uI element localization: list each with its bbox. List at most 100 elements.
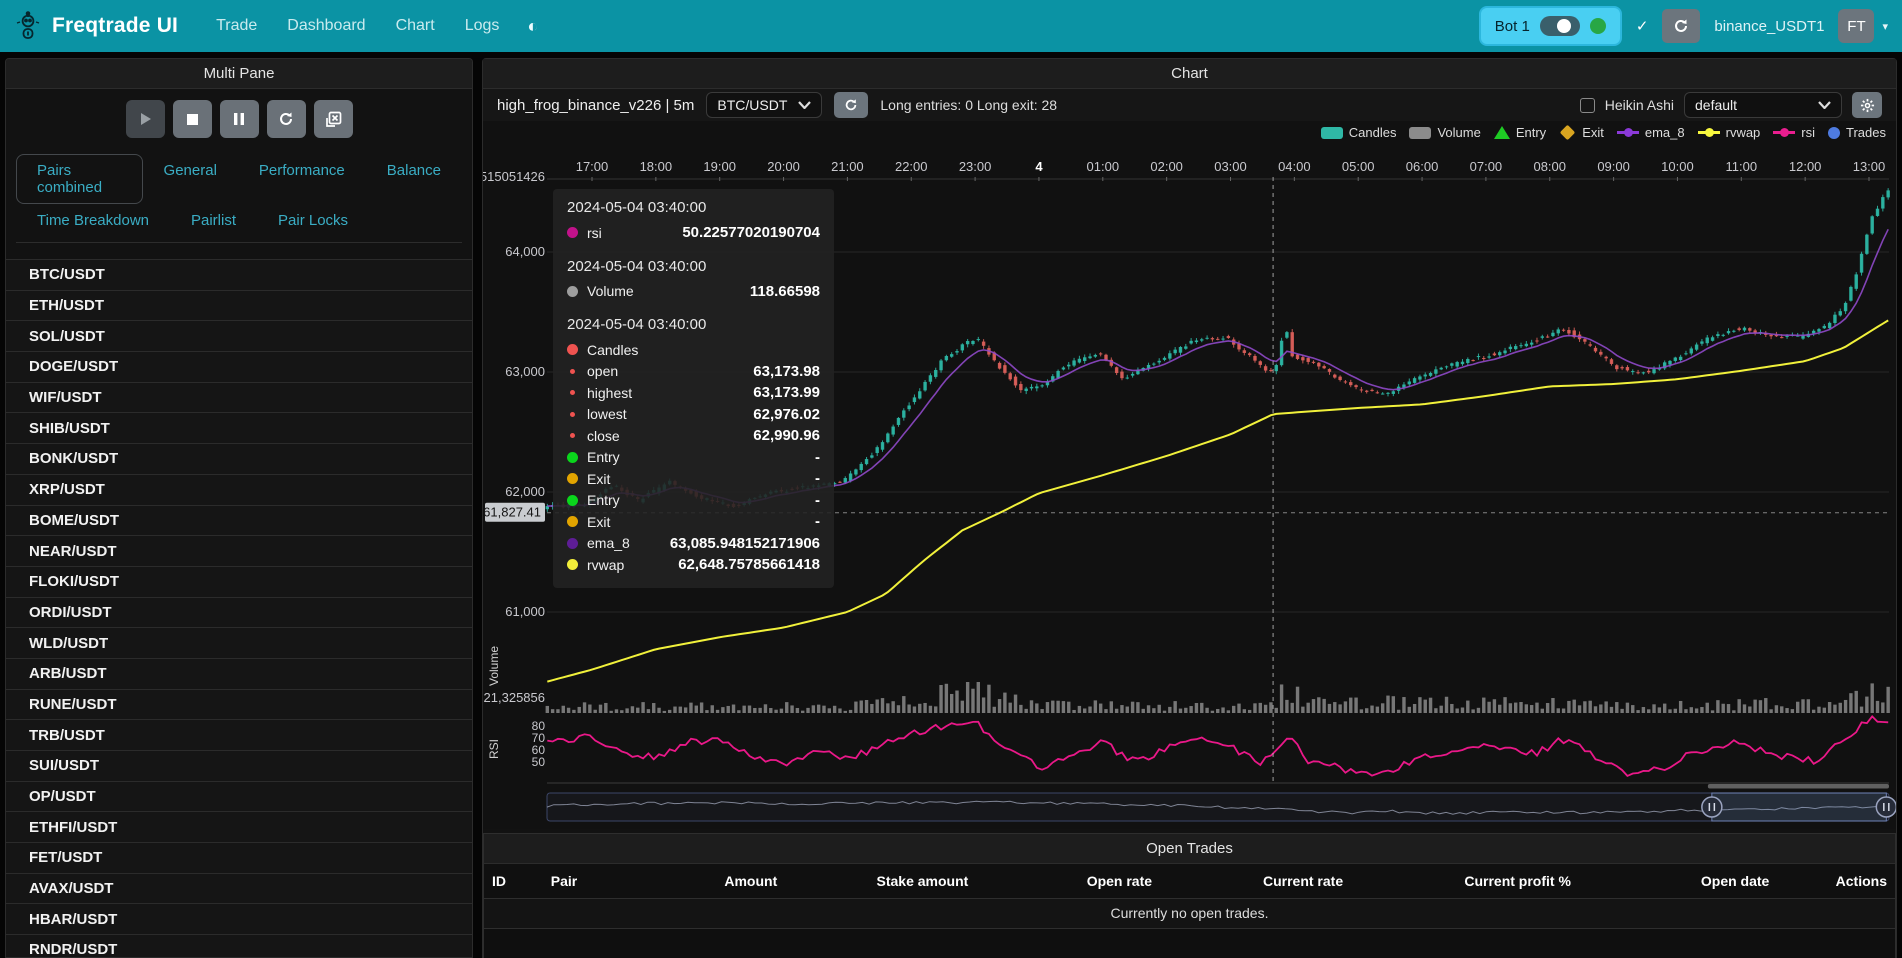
- pair-list-item[interactable]: SUI/USDT: [6, 751, 472, 782]
- legend-item-trades[interactable]: Trades: [1828, 125, 1886, 140]
- tab-pairlist[interactable]: Pairlist: [191, 212, 237, 229]
- crosshair-price-tag: [485, 502, 545, 522]
- legend-item-rsi[interactable]: rsi: [1773, 125, 1815, 140]
- candles-swatch: [1320, 126, 1343, 139]
- legend-item-candles[interactable]: Candles: [1320, 125, 1396, 140]
- refresh-icon: [1675, 19, 1688, 32]
- pair-list-item[interactable]: ARB/USDT: [6, 658, 472, 690]
- theme-toggle-icon[interactable]: ◐: [527, 15, 539, 36]
- plot-settings-button[interactable]: [1852, 92, 1882, 118]
- tab-pairs-combined[interactable]: Pairs combined: [16, 154, 143, 204]
- pair-list-item[interactable]: BONK/USDT: [6, 444, 472, 475]
- pair-list-item[interactable]: XRP/USDT: [6, 474, 472, 506]
- tooltip-series-value: -: [815, 470, 820, 488]
- crosshair: 61,827.41: [483, 177, 1889, 783]
- pair-list-item[interactable]: SOL/USDT: [6, 321, 472, 353]
- legend-item-entry[interactable]: Entry: [1493, 125, 1547, 140]
- nav-link-logs[interactable]: Logs: [464, 17, 500, 34]
- tab-general[interactable]: General: [163, 162, 217, 179]
- legend-label: Entry: [1515, 125, 1547, 140]
- pair-list-item[interactable]: ETH/USDT: [6, 290, 472, 322]
- legend-label: ema_8: [1644, 125, 1685, 140]
- pair-list-item[interactable]: FLOKI/USDT: [6, 566, 472, 598]
- pair-list-item[interactable]: FET/USDT: [6, 843, 472, 874]
- pair-list-item[interactable]: NEAR/USDT: [6, 536, 472, 567]
- avatar-caret-icon[interactable]: ▾: [1882, 20, 1888, 33]
- reload-bot-button[interactable]: [1662, 9, 1701, 43]
- svg-text:13:00: 13:00: [1853, 159, 1886, 174]
- legend-item-ema_8[interactable]: ema_8: [1616, 125, 1685, 140]
- datazoom-handle[interactable]: [1875, 796, 1896, 818]
- svg-text:64,000: 64,000: [505, 244, 545, 259]
- nav-link-chart[interactable]: Chart: [395, 17, 435, 34]
- tooltip-series-name: Volume: [587, 283, 634, 300]
- nav-link-trade[interactable]: Trade: [216, 17, 258, 34]
- remove-chart-button[interactable]: [313, 100, 353, 138]
- pair-select[interactable]: BTC/USDT: [706, 92, 823, 118]
- bot-selector[interactable]: Bot 1: [1478, 6, 1622, 46]
- svg-text:23:00: 23:00: [959, 159, 992, 174]
- svg-text:17:00: 17:00: [576, 159, 609, 174]
- pair-list-item[interactable]: BOME/USDT: [6, 505, 472, 537]
- play-button[interactable]: [125, 100, 165, 138]
- tab-balance[interactable]: Balance: [386, 162, 441, 179]
- datazoom-window[interactable]: [1711, 792, 1887, 822]
- pair-list-item[interactable]: WLD/USDT: [6, 628, 472, 659]
- svg-text:07:00: 07:00: [1470, 159, 1503, 174]
- reload-config-button[interactable]: [266, 100, 306, 138]
- datazoom-handle[interactable]: [1701, 796, 1723, 818]
- ema_8-swatch: [1616, 128, 1639, 138]
- refresh-icon: [280, 112, 292, 125]
- datazoom-slider[interactable]: [546, 784, 1896, 822]
- tooltip-series-value: 118.66598: [749, 282, 820, 300]
- stop-button[interactable]: [172, 100, 212, 138]
- pair-list-item[interactable]: RNDR/USDT: [6, 935, 472, 957]
- tooltip-series-name: Entry: [587, 449, 620, 466]
- pair-list-item[interactable]: WIF/USDT: [6, 382, 472, 414]
- legend-label: rvwap: [1725, 125, 1761, 140]
- brand[interactable]: Freqtrade UI: [14, 11, 178, 41]
- svg-text:05:00: 05:00: [1342, 159, 1375, 174]
- tooltip-row: Exit -: [567, 511, 820, 533]
- rsi-pane-label: RSI: [487, 739, 501, 759]
- tab-pair-locks[interactable]: Pair Locks: [278, 212, 349, 229]
- svg-text:80: 80: [532, 719, 546, 733]
- chart-scrollbar-thumb[interactable]: [1707, 784, 1889, 789]
- pair-list-item[interactable]: HBAR/USDT: [6, 904, 472, 936]
- remove-chart-icon: [325, 111, 341, 127]
- tooltip-series-name: close: [587, 427, 620, 444]
- avatar[interactable]: FT: [1838, 9, 1875, 43]
- pair-list-item[interactable]: ORDI/USDT: [6, 597, 472, 629]
- pair-list-item[interactable]: RUNE/USDT: [6, 689, 472, 721]
- svg-text:20:00: 20:00: [767, 159, 800, 174]
- tooltip-row: Exit -: [567, 468, 820, 490]
- bot-toggle[interactable]: [1539, 16, 1580, 36]
- pair-list-item[interactable]: SHIB/USDT: [6, 413, 472, 445]
- pause-icon: [234, 113, 244, 125]
- series-dot-icon: [567, 285, 578, 297]
- pair-list-item[interactable]: ETHFI/USDT: [6, 812, 472, 844]
- nav-link-dashboard[interactable]: Dashboard: [287, 17, 366, 34]
- legend-item-volume[interactable]: Volume: [1409, 125, 1481, 140]
- open-trades-footer-space: [484, 928, 1895, 958]
- pair-list-item[interactable]: AVAX/USDT: [6, 873, 472, 905]
- column-header-pair: Pair: [542, 864, 639, 899]
- tab-performance[interactable]: Performance: [258, 162, 345, 179]
- plot-config-select[interactable]: default: [1684, 92, 1842, 118]
- legend-item-rvwap[interactable]: rvwap: [1697, 125, 1761, 140]
- tooltip-series-name: Candles: [587, 341, 639, 358]
- pair-select-value: BTC/USDT: [717, 97, 788, 113]
- tab-time-breakdown[interactable]: Time Breakdown: [37, 212, 149, 229]
- pause-button[interactable]: [219, 100, 259, 138]
- tooltip-series-value: -: [815, 491, 820, 509]
- refresh-chart-button[interactable]: [834, 92, 869, 118]
- tooltip-section: 2024-05-04 03:40:00 Volume 118.66598: [567, 258, 820, 303]
- pair-list-item[interactable]: OP/USDT: [6, 781, 472, 813]
- chart-canvas[interactable]: 61,827.41 17:00 18:00 19:00 20:00 21:00 22:00 2…: [483, 121, 1896, 829]
- pair-list-item[interactable]: DOGE/USDT: [6, 352, 472, 383]
- pair-list-item[interactable]: TRB/USDT: [6, 720, 472, 751]
- pair-list-item[interactable]: BTC/USDT: [6, 260, 472, 291]
- legend-label: Exit: [1582, 125, 1604, 140]
- legend-item-exit[interactable]: Exit: [1559, 124, 1604, 141]
- heikin-ashi-checkbox[interactable]: [1579, 97, 1595, 113]
